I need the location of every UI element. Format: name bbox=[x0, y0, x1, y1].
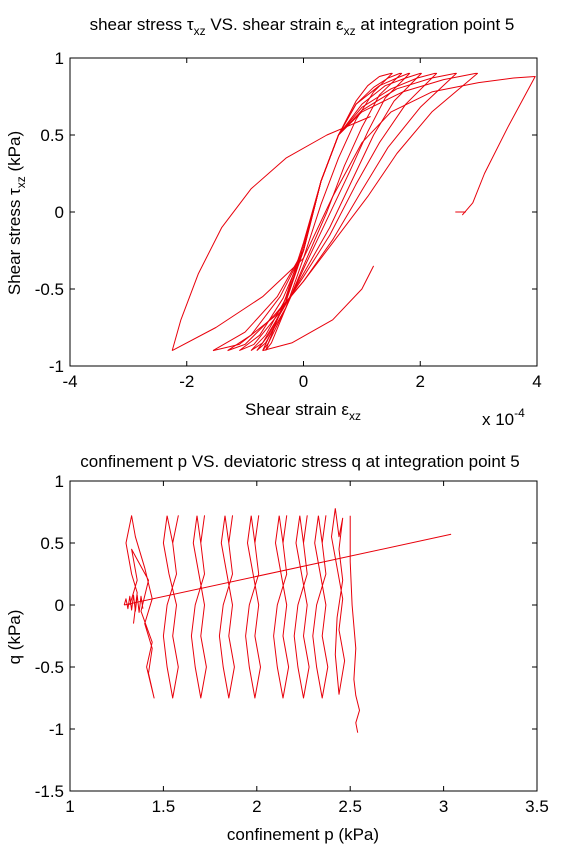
chart2-series-line-8 bbox=[273, 515, 290, 699]
chart1-xlabel: Shear strain εxz bbox=[245, 400, 361, 423]
chart1-ytick-label: -0.5 bbox=[35, 280, 64, 299]
chart2-xtick-label: 2 bbox=[252, 797, 261, 816]
chart2-xtick-label: 3 bbox=[439, 797, 448, 816]
chart2-series-line-6 bbox=[218, 515, 235, 699]
chart1-series-line-8 bbox=[171, 76, 536, 352]
chart2-ytick-label: 0 bbox=[55, 596, 64, 615]
chart2-ytick-label: 1 bbox=[55, 472, 64, 491]
chart1-series-line-10 bbox=[171, 116, 371, 351]
chart2-xtick-label: 3.5 bbox=[525, 797, 549, 816]
chart1-series-line-2 bbox=[262, 72, 403, 351]
chart2-series-line-11 bbox=[331, 508, 346, 695]
chart2-xtick-label: 1 bbox=[65, 797, 74, 816]
chart2-ytick-label: 0.5 bbox=[40, 534, 64, 553]
chart2-xlabel: confinement p (kPa) bbox=[227, 825, 379, 844]
chart1-xtick-label: 0 bbox=[299, 372, 308, 391]
chart2-series-line-2 bbox=[124, 533, 452, 606]
chart-confinement-deviatoric: confinement p VS. deviatoric stress q at… bbox=[5, 452, 549, 844]
chart1-ytick-label: 0 bbox=[55, 203, 64, 222]
chart2-series-line-10 bbox=[312, 515, 329, 699]
chart1-ylabel: Shear stress τxz (kPa) bbox=[5, 131, 28, 295]
chart2-series-line-1 bbox=[123, 594, 144, 613]
chart1-ytick-label: -1 bbox=[49, 357, 64, 376]
chart2-ytick-label: -0.5 bbox=[35, 658, 64, 677]
chart1-xtick-label: -4 bbox=[62, 372, 77, 391]
chart2-series-line-7 bbox=[245, 515, 261, 699]
chart1-series-line-7 bbox=[212, 72, 478, 352]
chart2-series-line-4 bbox=[162, 515, 179, 699]
chart1-xtick-label: -2 bbox=[179, 372, 194, 391]
chart2-series-line-5 bbox=[190, 515, 207, 699]
chart1-ytick-label: 0.5 bbox=[40, 126, 64, 145]
chart2-title: confinement p VS. deviatoric stress q at… bbox=[80, 452, 519, 471]
chart2-xtick-label: 1.5 bbox=[152, 797, 176, 816]
chart1-xtick-label: 4 bbox=[532, 372, 541, 391]
chart1-series-line-11 bbox=[262, 265, 375, 352]
chart2-axes-box bbox=[69, 480, 538, 792]
chart1-ytick-label: 1 bbox=[55, 49, 64, 68]
chart2-ytick-label: -1 bbox=[49, 720, 64, 739]
chart1-xtick-label: 2 bbox=[416, 372, 425, 391]
chart1-title: shear stress τxz VS. shear strain εxz at… bbox=[90, 15, 515, 38]
chart2-ytick-label: -1.5 bbox=[35, 782, 64, 801]
chart2-series-line-12 bbox=[349, 515, 360, 733]
chart2-series-line-9 bbox=[293, 515, 310, 699]
chart2-series-line-3 bbox=[125, 515, 155, 699]
chart2-plot-area: 1 1.5 2 2.5 3 3.5 -1.5 -1 -0.5 0 0.5 1 bbox=[35, 472, 549, 816]
chart2-ylabel: q (kPa) bbox=[5, 610, 24, 665]
chart1-x-exponent: x 10-4 bbox=[482, 406, 525, 429]
chart-shear-stress-strain: shear stress τxz VS. shear strain εxz at… bbox=[5, 15, 542, 429]
chart1-plot-area: -4 -2 0 2 4 -1 -0.5 0 0.5 1 bbox=[35, 49, 542, 391]
chart2-xtick-label: 2.5 bbox=[338, 797, 362, 816]
